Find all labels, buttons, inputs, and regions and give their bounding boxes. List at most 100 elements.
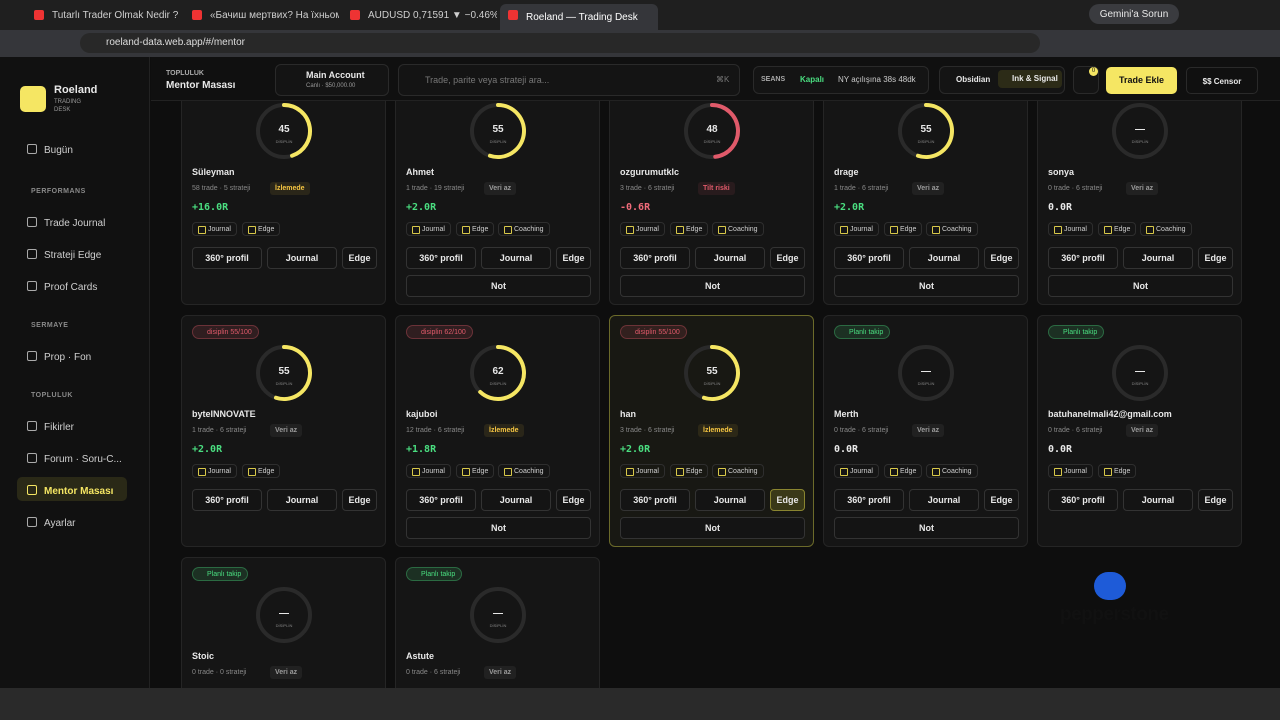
mentor-card: 45 DİSİPLİN Süleyman 58 trade · 5 strateji İ… — [181, 101, 386, 305]
score: 55 — [492, 124, 504, 135]
chip: Journal — [834, 464, 879, 478]
chip: Journal — [620, 222, 665, 236]
chip: Edge — [456, 222, 495, 236]
button[interactable]: 360° profil — [620, 247, 690, 269]
nav-item[interactable]: Bugün — [44, 145, 73, 156]
button[interactable]: 360° profil — [406, 489, 476, 511]
button[interactable]: Edge — [342, 247, 377, 269]
button[interactable]: Journal — [695, 489, 765, 511]
button[interactable]: 360° profil — [620, 489, 690, 511]
button[interactable]: Edge — [770, 247, 805, 269]
address-bar[interactable]: roeland-data.web.app/#/mentor — [80, 33, 1040, 53]
button[interactable]: Journal — [909, 247, 979, 269]
button[interactable]: 360° profil — [406, 247, 476, 269]
button[interactable]: 360° profil — [1048, 489, 1118, 511]
nav-item[interactable]: Proof Cards — [44, 282, 98, 293]
nav-item[interactable]: Trade Journal — [44, 218, 106, 229]
nav-item[interactable]: Ayarlar — [44, 518, 76, 529]
tab[interactable]: AUDUSD 0,71591 ▼ −0.46% A... — [342, 4, 497, 26]
button[interactable]: Edge — [1198, 247, 1233, 269]
mentor-card: Planlı takip — DİSİPLİN Merth 0 trade · 6 st… — [823, 315, 1028, 547]
r-value: +2.0R — [192, 444, 223, 455]
button[interactable]: Journal — [1123, 489, 1193, 511]
gauge — [470, 103, 526, 159]
header-title: Mentor Masası — [166, 80, 236, 91]
badge: disiplin 62/100 — [406, 325, 473, 339]
nav-item[interactable]: Mentor Masası — [44, 486, 114, 497]
sidebar — [0, 57, 150, 688]
nav-item[interactable]: Prop · Fon — [44, 352, 92, 363]
stats: 58 trade · 5 strateji — [192, 185, 251, 192]
button[interactable]: 360° profil — [834, 489, 904, 511]
badge: Planlı takip — [1048, 325, 1105, 339]
account-select[interactable] — [275, 64, 389, 96]
button[interactable]: Journal — [267, 247, 337, 269]
button[interactable]: Edge — [342, 489, 377, 511]
button[interactable]: Edge — [1198, 489, 1233, 511]
badge: Planlı takip — [834, 325, 891, 339]
mentor-card: Planlı takip — DİSİPLİN batuhanelmali42@gma… — [1037, 315, 1242, 547]
trade-button[interactable]: Trade Ekle — [1106, 67, 1177, 94]
chip: Journal — [1048, 222, 1093, 236]
nav-icon — [27, 485, 37, 495]
bottom-bar — [0, 688, 1280, 720]
button[interactable]: Not — [834, 517, 1019, 539]
button[interactable]: Journal — [909, 489, 979, 511]
r-value: +2.0R — [406, 202, 437, 213]
button[interactable]: Journal — [1123, 247, 1193, 269]
button[interactable]: Edge — [556, 489, 591, 511]
chip: Journal — [1048, 464, 1093, 478]
badge: Planlı takip — [192, 567, 249, 581]
score: 48 — [706, 124, 718, 135]
tab[interactable]: «Бачиш мертвих? На їхньому... — [184, 4, 339, 26]
button[interactable]: Edge — [984, 489, 1019, 511]
gemini-button[interactable]: Gemini'a Sorun — [1089, 4, 1179, 24]
stats: 0 trade · 6 strateji — [406, 669, 461, 676]
status-tag: Veri az — [1126, 424, 1159, 437]
button[interactable]: Journal — [267, 489, 337, 511]
button[interactable]: 360° profil — [192, 489, 262, 511]
theme-option[interactable]: Obsidian — [956, 75, 991, 84]
nav-item[interactable]: Forum · Soru-C... — [44, 454, 122, 465]
nav-item[interactable]: Strateji Edge — [44, 250, 102, 261]
gauge-label: DİSİPLİN — [703, 139, 721, 144]
button[interactable]: Edge — [770, 489, 805, 511]
button[interactable]: Not — [1048, 275, 1233, 297]
button[interactable]: Journal — [481, 489, 551, 511]
member-name: byteINNOVATE — [192, 409, 256, 419]
mentor-card: disiplin 55/100 55 DİSİPLİN han 3 trade · 6 … — [609, 315, 814, 547]
gauge — [684, 103, 740, 159]
button[interactable]: Edge — [556, 247, 591, 269]
stats: 0 trade · 6 strateji — [1048, 185, 1103, 192]
button[interactable]: Not — [620, 275, 805, 297]
button[interactable]: Not — [620, 517, 805, 539]
nav-item[interactable]: Fikirler — [44, 422, 74, 433]
tab[interactable]: Tutarlı Trader Olmak Nedir ? Do... — [26, 4, 181, 26]
button[interactable]: 360° profil — [1048, 247, 1118, 269]
button[interactable]: Not — [834, 275, 1019, 297]
button[interactable]: Journal — [695, 247, 765, 269]
chip: Coaching — [498, 222, 550, 236]
mentor-card: 55 DİSİPLİN Ahmet 1 trade · 19 strateji Veri… — [395, 101, 600, 305]
member-name: han — [620, 409, 637, 419]
button[interactable]: Not — [406, 517, 591, 539]
logo — [20, 86, 46, 112]
button[interactable]: 360° profil — [192, 247, 262, 269]
r-value: +2.0R — [834, 202, 865, 213]
tab-active[interactable]: Roeland — Trading Desk — [500, 4, 658, 30]
button[interactable]: Not — [406, 275, 591, 297]
search[interactable] — [398, 64, 740, 96]
gauge-label: DİSİPLİN — [917, 139, 935, 144]
button[interactable]: 360° profil — [834, 247, 904, 269]
button[interactable]: Journal — [481, 247, 551, 269]
score: 55 — [278, 366, 290, 377]
censor-button[interactable]: $$ Censor — [1186, 67, 1258, 94]
theme-option[interactable]: Ink & Signal — [998, 70, 1062, 88]
member-name: batuhanelmali42@gmail.com — [1048, 409, 1172, 419]
account-sub: Canlı · $50,000.00 — [306, 83, 356, 89]
button[interactable]: Edge — [984, 247, 1019, 269]
mentor-card: 48 DİSİPLİN ozgurumutklc 3 trade · 6 strate… — [609, 101, 814, 305]
r-value: 0.0R — [834, 444, 859, 455]
gauge-label: DİSİPLİN — [489, 381, 507, 386]
